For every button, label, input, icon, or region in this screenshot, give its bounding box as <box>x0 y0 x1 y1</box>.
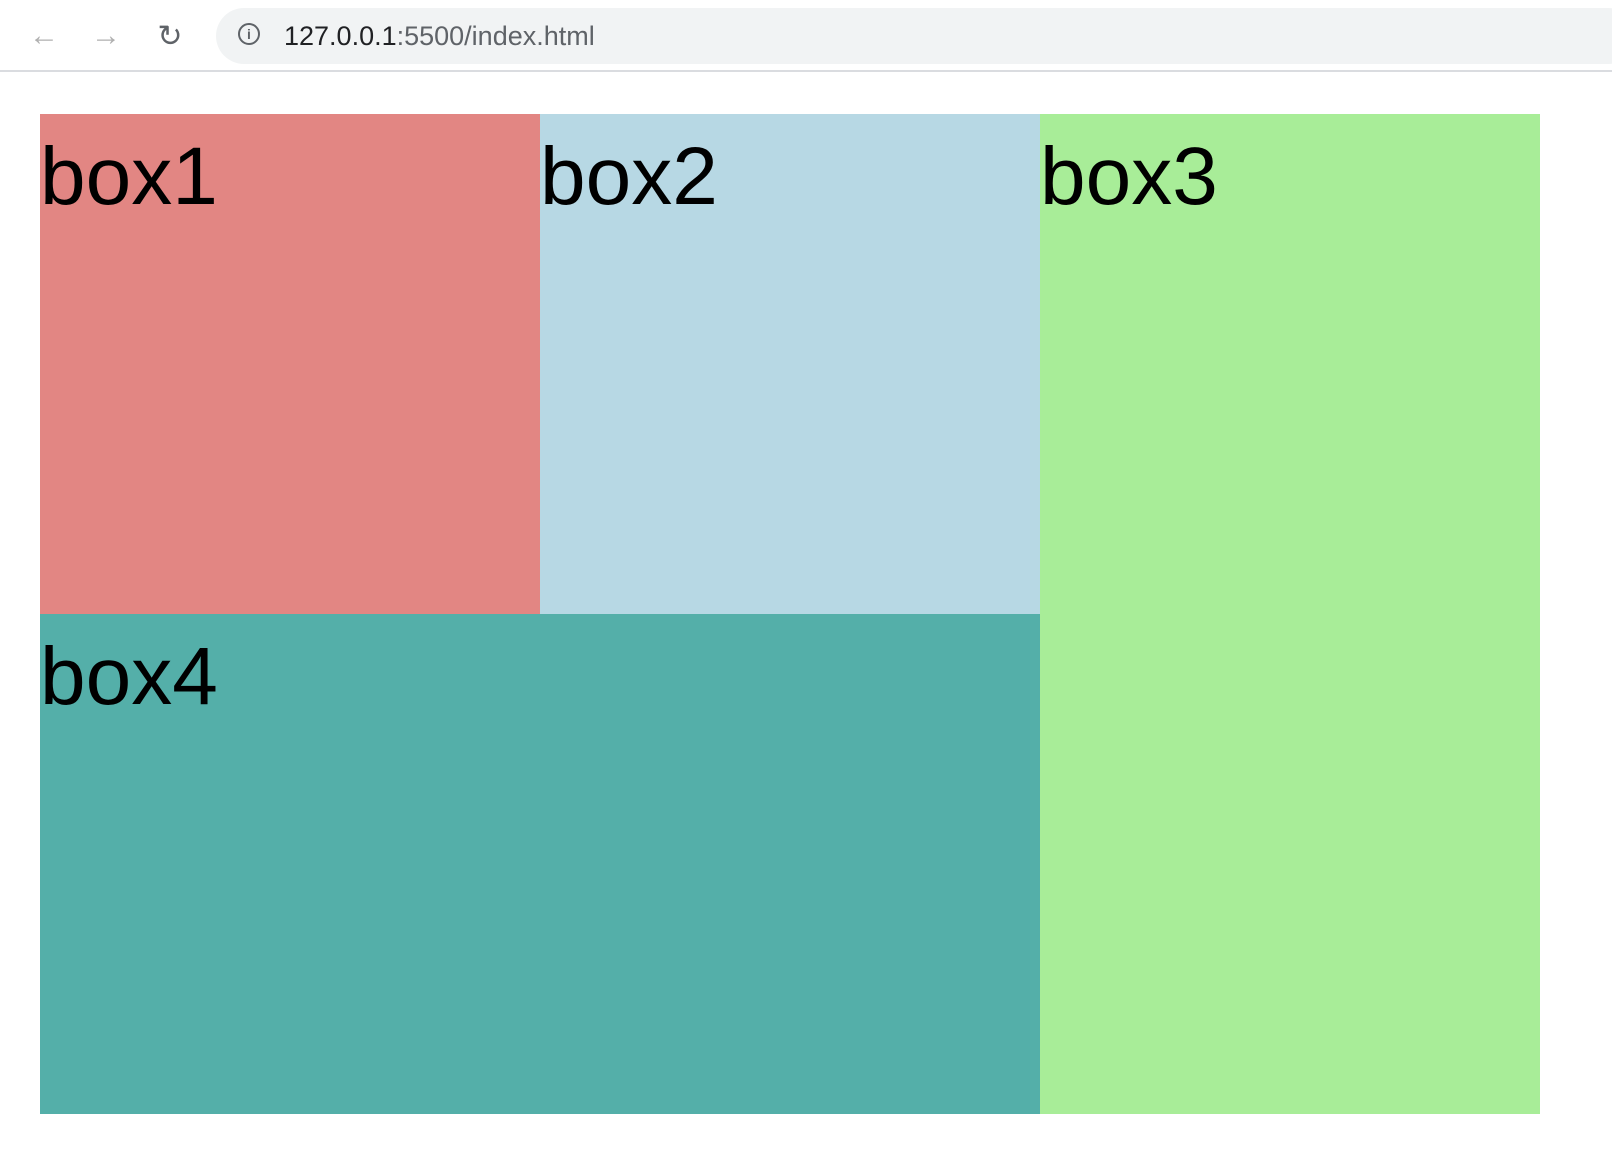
box1: box1 <box>40 114 540 614</box>
box-grid: box1 box2 box3 box4 <box>40 114 1540 1114</box>
box3: box3 <box>1040 114 1540 1114</box>
box2: box2 <box>540 114 1040 614</box>
reload-button[interactable]: ↻ <box>152 18 188 54</box>
arrow-left-icon: ← <box>29 19 59 52</box>
url-text[interactable]: 127.0.0.1:5500/index.html <box>284 21 595 52</box>
browser-toolbar: ← → ↻ i 127.0.0.1:5500/index.html <box>0 0 1612 72</box>
back-button[interactable]: ← <box>26 18 62 54</box>
address-bar[interactable]: i 127.0.0.1:5500/index.html <box>216 8 1612 64</box>
info-icon[interactable]: i <box>238 23 260 45</box>
reload-icon: ↻ <box>157 19 183 53</box>
box4: box4 <box>40 614 1040 1114</box>
url-path: :5500/index.html <box>396 21 595 51</box>
url-host: 127.0.0.1 <box>284 21 397 51</box>
arrow-right-icon: → <box>91 19 121 52</box>
forward-button[interactable]: → <box>88 18 124 54</box>
